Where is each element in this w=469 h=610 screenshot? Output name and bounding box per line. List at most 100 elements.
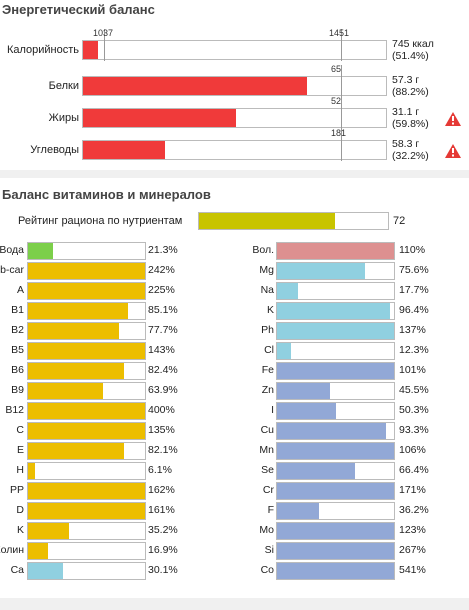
nutrient-bar	[276, 502, 395, 520]
nutrient-bar-fill	[277, 443, 394, 459]
nutrient-row: I 50.3%	[232, 401, 469, 421]
nutrient-value: 17.7%	[399, 284, 429, 296]
warning-icon[interactable]	[445, 112, 461, 126]
nutrient-value: 110%	[399, 244, 426, 256]
nutrient-bar	[27, 502, 146, 520]
nutrient-value: 400%	[148, 404, 175, 416]
nutrient-bar	[27, 542, 146, 560]
nutrient-bar-fill	[28, 423, 145, 439]
nutrient-row: Co 541%	[232, 561, 469, 581]
nutrient-bar	[27, 302, 146, 320]
nutrient-bar-fill	[28, 363, 125, 379]
nutrient-value: 82.1%	[148, 444, 178, 456]
nutrient-value: 93.3%	[399, 424, 429, 436]
nutrient-label: I	[271, 404, 274, 416]
nutrient-bar	[276, 342, 395, 360]
nutrient-row: B6 82.4%	[0, 361, 232, 381]
nutrient-bar-fill	[28, 243, 53, 259]
nutrient-value: 106%	[399, 444, 426, 456]
nutrient-bar	[27, 382, 146, 400]
nutrient-label: Zn	[261, 384, 274, 396]
rating-value: 72	[393, 215, 406, 227]
nutrient-bar	[27, 442, 146, 460]
nutrient-row: Na 17.7%	[232, 281, 469, 301]
nutrient-row: B9 63.9%	[0, 381, 232, 401]
nutrient-bar	[276, 322, 395, 340]
nutrient-label: B2	[11, 324, 24, 336]
nutrient-bar-fill	[277, 503, 320, 519]
nutrient-value: 50.3%	[399, 404, 429, 416]
nutrient-bar	[276, 262, 395, 280]
energy-bar-fill	[83, 141, 166, 159]
nutrient-bar-fill	[28, 443, 125, 459]
nutrient-row: Cl 12.3%	[232, 341, 469, 361]
nutrient-row: B5 143%	[0, 341, 232, 361]
nutrient-label: Cr	[262, 484, 274, 496]
nutrient-row: Mn 106%	[232, 441, 469, 461]
target-marker	[341, 129, 342, 161]
nutrient-label: B1	[11, 304, 24, 316]
energy-amount: 745 ккал	[392, 38, 434, 50]
nutrient-bar	[27, 262, 146, 280]
nutrient-bar-fill	[28, 303, 128, 319]
energy-bar-fill	[83, 41, 98, 59]
nutrient-bar-fill	[277, 543, 394, 559]
nutrient-label: Si	[264, 544, 274, 556]
energy-percent: (51.4%)	[392, 50, 429, 62]
nutrient-row: H 6.1%	[0, 461, 232, 481]
nutrient-label: E	[16, 444, 24, 456]
energy-row-label: Углеводы	[30, 144, 79, 156]
nutrient-bar-fill	[277, 563, 394, 579]
energy-value: 57.3 г (88.2%)	[392, 74, 429, 98]
nutrient-bar	[27, 362, 146, 380]
nutrient-bar-fill	[28, 463, 36, 479]
section-divider	[0, 170, 469, 178]
rating-bar	[198, 212, 389, 230]
nutrient-bar	[276, 362, 395, 380]
nutrient-value: 242%	[148, 264, 175, 276]
nutrient-label: B12	[5, 404, 24, 416]
nutrient-value: 225%	[148, 284, 175, 296]
nutrient-bar-fill	[277, 523, 394, 539]
nutrient-label: K	[16, 524, 24, 536]
nutrient-bar-fill	[277, 463, 355, 479]
nutrient-row: Zn 45.5%	[232, 381, 469, 401]
warning-icon[interactable]	[445, 144, 461, 158]
nutrient-bar	[276, 382, 395, 400]
nutrient-value: 162%	[148, 484, 175, 496]
nutrient-label: Ca	[10, 564, 24, 576]
nutrient-bar-fill	[28, 263, 145, 279]
target-marker	[341, 29, 342, 61]
energy-bar: 1037 1451	[82, 28, 387, 61]
nutrient-value: 35.2%	[148, 524, 178, 536]
nutrient-row: Cu 93.3%	[232, 421, 469, 441]
nutrient-label: H	[16, 464, 24, 476]
nutrient-bar-fill	[277, 403, 336, 419]
nutrient-label: Вол.	[252, 244, 274, 256]
nutrient-bar-fill	[28, 403, 145, 419]
nutrient-value: 123%	[399, 524, 426, 536]
nutrient-value: 77.7%	[148, 324, 178, 336]
nutrient-row: Холин 16.9%	[0, 541, 232, 561]
nutrient-bar-fill	[277, 363, 394, 379]
nutrient-bar-fill	[28, 383, 103, 399]
vitamins-title: Баланс витаминов и минералов	[2, 187, 211, 202]
energy-amount: 57.3 г	[392, 74, 420, 86]
energy-percent: (88.2%)	[392, 86, 429, 98]
nutrient-label: F	[267, 504, 274, 516]
energy-row-label: Жиры	[48, 112, 79, 124]
nutrient-label: Se	[261, 464, 274, 476]
nutrient-value: 45.5%	[399, 384, 429, 396]
nutrient-bar-fill	[28, 543, 48, 559]
nutrient-label: Cl	[264, 344, 274, 356]
nutrient-label: D	[16, 504, 24, 516]
nutrient-row: K 35.2%	[0, 521, 232, 541]
energy-row: Белки 65 57.3 г (88.2%)	[0, 64, 469, 102]
nutrient-label: B9	[11, 384, 24, 396]
nutrient-label: B6	[11, 364, 24, 376]
nutrient-value: 16.9%	[148, 544, 178, 556]
nutrient-row: F 36.2%	[232, 501, 469, 521]
nutrient-label: Cu	[260, 424, 274, 436]
energy-title: Энергетический баланс	[2, 2, 155, 17]
energy-bar: 52	[82, 96, 387, 129]
